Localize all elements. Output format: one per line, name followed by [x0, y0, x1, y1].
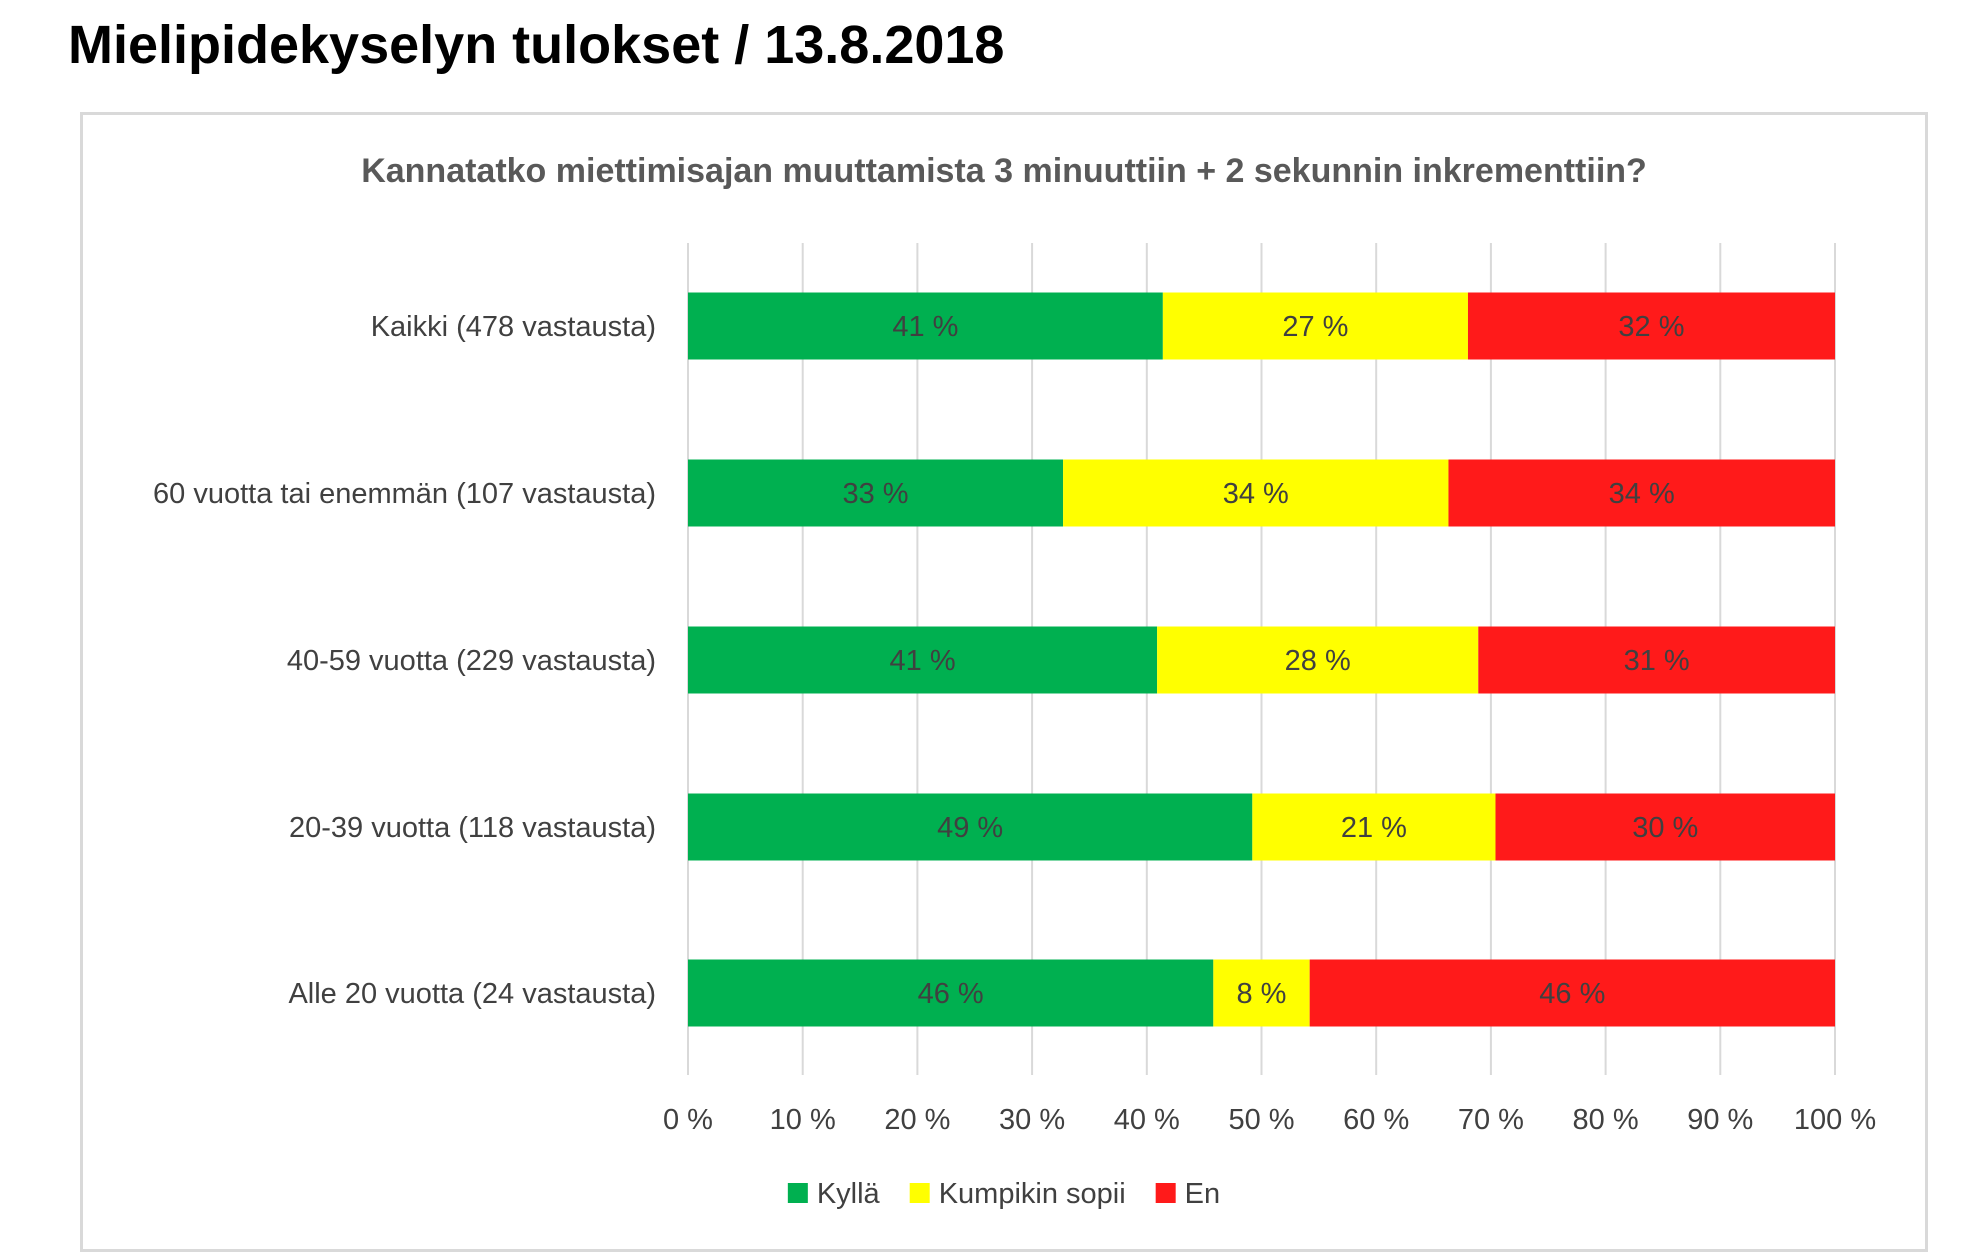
x-tick-label: 0 % — [663, 1104, 713, 1136]
legend-label: Kyllä — [817, 1178, 881, 1210]
bar-segment — [1467, 292, 1835, 360]
x-tick-label: 90 % — [1687, 1104, 1753, 1136]
data-label: 49 % — [937, 812, 1003, 844]
data-label: 46 % — [918, 978, 984, 1010]
data-label: 27 % — [1282, 311, 1348, 343]
bar-segment — [1495, 793, 1835, 861]
x-tick-label: 80 % — [1573, 1104, 1639, 1136]
x-tick-label: 20 % — [884, 1104, 950, 1136]
legend-swatch — [909, 1183, 930, 1203]
bar-segment — [688, 626, 1158, 694]
data-label: 31 % — [1624, 645, 1690, 677]
data-label: 46 % — [1539, 978, 1605, 1010]
legend-swatch — [787, 1183, 808, 1203]
bar-segment — [688, 959, 1214, 1027]
bars — [688, 292, 1835, 1027]
bar-segment — [1478, 626, 1835, 694]
bar-segment — [1162, 292, 1468, 360]
bar-segment — [1448, 459, 1835, 527]
page-title: Mielipidekyselyn tulokset / 13.8.2018 — [68, 15, 1005, 75]
bar-segment — [1252, 793, 1496, 861]
x-tick-label: 50 % — [1228, 1104, 1294, 1136]
category-label: Kaikki (478 vastausta) — [371, 311, 656, 343]
bar-segment — [1157, 626, 1479, 694]
data-label: 28 % — [1285, 645, 1351, 677]
data-label: 30 % — [1632, 812, 1698, 844]
legend-label: En — [1185, 1178, 1220, 1210]
x-tick-label: 30 % — [999, 1104, 1065, 1136]
x-tick-label: 10 % — [770, 1104, 836, 1136]
category-label: 20-39 vuotta (118 vastausta) — [289, 812, 656, 844]
data-label: 34 % — [1609, 478, 1675, 510]
bar-segment — [1309, 959, 1835, 1027]
category-label: 60 vuotta tai enemmän (107 vastausta) — [153, 478, 656, 510]
bar-segment — [1063, 459, 1449, 527]
data-label: 32 % — [1618, 311, 1684, 343]
chart-frame: Kannatatko miettimisajan muuttamista 3 m… — [80, 112, 1928, 1252]
legend-swatch — [1155, 1183, 1176, 1203]
legend: Kyllä Kumpikin sopii En — [787, 1178, 1220, 1210]
data-label: 41 % — [890, 645, 956, 677]
data-labels: 41 % 27 % 32 % 33 % 34 % 34 % 41 % 28 % 31 % 49 %… — [842, 311, 1698, 1010]
x-tick-label: 60 % — [1343, 1104, 1409, 1136]
data-label: 21 % — [1341, 812, 1407, 844]
category-labels: Kaikki (478 vastausta) 60 vuotta tai enem… — [153, 311, 656, 1010]
chart: Kannatatko miettimisajan muuttamista 3 m… — [153, 152, 1876, 1210]
x-tick-label: 100 % — [1794, 1104, 1876, 1136]
data-label: 41 % — [892, 311, 958, 343]
bar-segment — [1213, 959, 1310, 1027]
data-label: 33 % — [842, 478, 908, 510]
bar-segment — [688, 292, 1163, 360]
bar-segment — [688, 459, 1064, 527]
x-tick-label: 70 % — [1458, 1104, 1524, 1136]
x-axis-tick-labels: 0 % 10 % 20 % 30 % 40 % 50 % 60 % 70 % 80 % 90 % 1… — [663, 1104, 1876, 1136]
data-label: 34 % — [1223, 478, 1289, 510]
category-label: Alle 20 vuotta (24 vastausta) — [288, 978, 656, 1010]
legend-label: Kumpikin sopii — [939, 1178, 1126, 1210]
x-tick-label: 40 % — [1114, 1104, 1180, 1136]
category-label: 40-59 vuotta (229 vastausta) — [287, 645, 656, 677]
data-label: 8 % — [1237, 978, 1287, 1010]
bar-segment — [688, 793, 1253, 861]
chart-title: Kannatatko miettimisajan muuttamista 3 m… — [361, 152, 1647, 190]
